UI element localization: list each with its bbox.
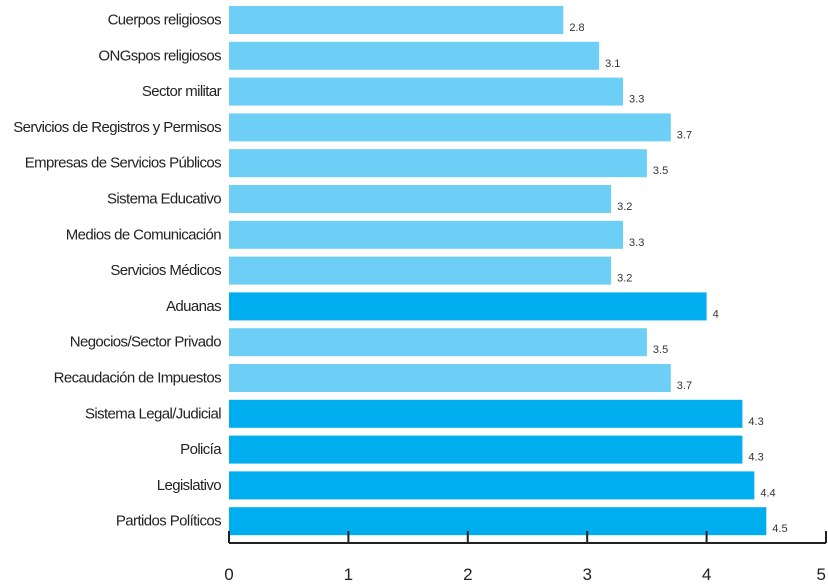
category-labels: Cuerpos religiosos ONGspos religiosos Sect… bbox=[13, 12, 223, 530]
x-tick-label: 3 bbox=[582, 565, 591, 584]
bar bbox=[229, 41, 600, 70]
bar bbox=[229, 328, 647, 357]
x-axis: 0 1 2 3 4 5 bbox=[224, 531, 827, 584]
x-tick-label: 2 bbox=[463, 565, 472, 584]
bar bbox=[229, 399, 743, 428]
category-label: Cuerpos religiosos bbox=[108, 12, 222, 29]
bar bbox=[229, 471, 755, 500]
value-label: 2.8 bbox=[569, 22, 584, 34]
category-label: Policía bbox=[180, 441, 222, 458]
value-label: 3.5 bbox=[653, 165, 668, 177]
value-label: 4.3 bbox=[748, 416, 763, 428]
bar bbox=[229, 77, 624, 106]
x-tick-label: 0 bbox=[224, 565, 233, 584]
x-tick-label: 5 bbox=[817, 565, 826, 584]
x-tick-label: 1 bbox=[344, 565, 353, 584]
value-labels: 2.8 3.1 3.3 3.7 3.5 3.2 3.3 3.2 4 3.5 3.7 4.3 4.3 4.4… bbox=[569, 22, 787, 535]
bar bbox=[229, 113, 671, 142]
category-label: Legislativo bbox=[157, 477, 222, 494]
value-label: 3.3 bbox=[629, 94, 644, 106]
bar bbox=[229, 256, 612, 285]
bar bbox=[229, 6, 564, 34]
value-label: 3.3 bbox=[629, 237, 644, 249]
value-label: 3.7 bbox=[677, 380, 692, 392]
value-label: 3.1 bbox=[605, 58, 620, 70]
bar bbox=[229, 507, 767, 536]
value-label: 3.2 bbox=[617, 201, 632, 213]
bars bbox=[229, 6, 767, 536]
category-label: Empresas de Servicios Públicos bbox=[25, 155, 221, 172]
x-tick-label: 4 bbox=[702, 565, 711, 584]
bar bbox=[229, 149, 647, 178]
bar bbox=[229, 292, 707, 321]
category-label: Negocios/Sector Privado bbox=[70, 334, 222, 351]
category-label: Recaudación de Impuestos bbox=[54, 370, 221, 387]
value-label: 4.4 bbox=[760, 487, 775, 499]
value-label: 4.5 bbox=[772, 523, 787, 535]
category-label: Medios de Comunicación bbox=[66, 226, 221, 243]
value-label: 4 bbox=[713, 308, 719, 320]
value-label: 4.3 bbox=[748, 452, 763, 464]
bar bbox=[229, 435, 743, 464]
category-label: Partidos Políticos bbox=[116, 513, 221, 530]
category-label: Servicios de Registros y Permisos bbox=[13, 119, 221, 136]
value-label: 3.7 bbox=[677, 129, 692, 141]
category-label: Servicios Médicos bbox=[110, 262, 221, 279]
value-label: 3.5 bbox=[653, 344, 668, 356]
category-label: Sistema Educativo bbox=[107, 191, 221, 208]
bar bbox=[229, 220, 624, 249]
value-label: 3.2 bbox=[617, 273, 632, 285]
category-label: Sector militar bbox=[142, 83, 222, 100]
category-label: Sistema Legal/Judicial bbox=[85, 405, 221, 422]
category-label: Aduanas bbox=[166, 298, 221, 315]
bar bbox=[229, 185, 612, 213]
bar bbox=[229, 364, 671, 392]
category-label: ONGspos religiosos bbox=[98, 47, 221, 64]
